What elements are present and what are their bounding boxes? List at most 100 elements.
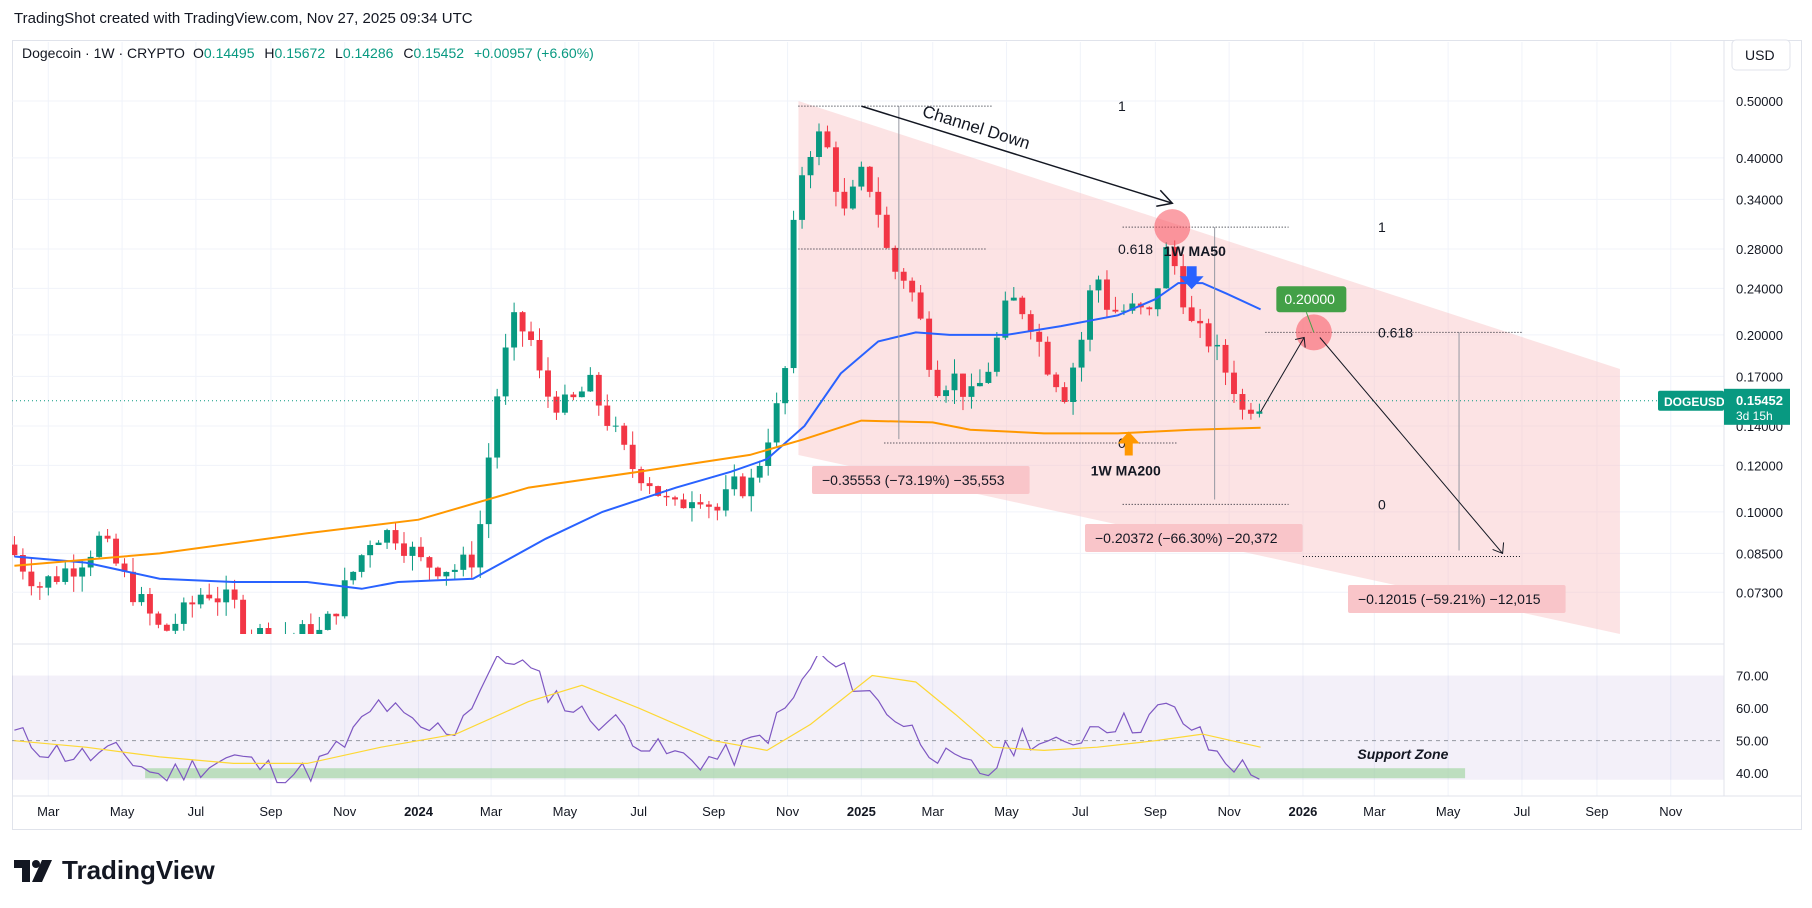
fib2-label-618: 0.618: [1118, 241, 1153, 257]
candle-body: [45, 576, 52, 588]
candle-body: [1239, 394, 1246, 410]
candle-body: [917, 292, 924, 319]
candle-body: [816, 131, 822, 157]
currency-label: USD: [1745, 47, 1775, 63]
target-badge: [1276, 286, 1347, 313]
rsi-line: [14, 656, 1260, 784]
channel-down-band: [798, 100, 1620, 634]
candle-body: [1256, 411, 1263, 414]
time-tick-label: Nov: [776, 804, 800, 819]
candle-body: [62, 568, 69, 582]
candle-body: [443, 571, 450, 577]
candle-body: [477, 524, 484, 568]
ohlc-readout: O0.14495 H0.15672 L0.14286 C0.15452 +0.0…: [193, 45, 594, 61]
candle-body: [1120, 310, 1127, 312]
candle-body: [926, 318, 933, 370]
candle-body: [70, 568, 77, 577]
time-tick-label: Sep: [702, 804, 725, 819]
channel-arrow-line: [861, 105, 1173, 204]
candle-body: [1112, 309, 1119, 312]
candle-body: [214, 598, 221, 603]
candle-body: [756, 465, 763, 478]
candle-body: [841, 191, 848, 209]
channel-down-label: Channel Down: [920, 102, 1032, 153]
candle-body: [1222, 344, 1229, 373]
measure-drop3-box: [1348, 585, 1566, 613]
candle-body: [824, 131, 831, 148]
candle-body: [1197, 320, 1204, 324]
time-tick-label: Jul: [1514, 804, 1531, 819]
projection-down-head: [1492, 542, 1505, 555]
ma200-label: 1W MA200: [1091, 463, 1161, 479]
candle-body: [570, 394, 577, 398]
candle-body: [960, 373, 966, 397]
candle-body: [451, 569, 458, 572]
symbol-badge: [1658, 390, 1724, 411]
candle-body: [985, 371, 992, 383]
candle-body: [561, 394, 568, 413]
price-tick-label: 0.24000: [1736, 281, 1783, 296]
candle-body: [705, 504, 712, 507]
fib1-label-1: 1: [1118, 98, 1126, 114]
support-zone-band: [145, 768, 1466, 779]
currency-selector[interactable]: [1731, 39, 1791, 71]
candle-body: [976, 382, 983, 387]
price-tick-label: 0.40000: [1736, 151, 1783, 166]
candle-body: [655, 486, 662, 496]
price-tick-label: 0.07300: [1736, 585, 1783, 600]
candle-body: [765, 442, 772, 466]
candle-body: [19, 555, 26, 572]
measure-drop1-box: [812, 466, 1030, 494]
candle-body: [1095, 279, 1102, 291]
candle-body: [553, 396, 560, 413]
header-attribution: TradingShot created with TradingView.com…: [14, 10, 473, 27]
candle-body: [87, 556, 94, 568]
time-tick-label: Mar: [1363, 804, 1386, 819]
fib2-label-1: 1: [1378, 219, 1386, 235]
candle-body: [587, 374, 594, 392]
rsi-band: [12, 675, 1724, 780]
candle-body: [1019, 297, 1026, 315]
tradingview-logo[interactable]: TradingView: [14, 855, 215, 886]
candle-body: [324, 613, 331, 630]
candle-body: [12, 544, 18, 556]
price-tick-label: 0.50000: [1736, 94, 1783, 109]
price-tick-label: 0.28000: [1736, 242, 1783, 257]
candle-body: [1036, 331, 1043, 342]
candle-body: [265, 628, 272, 634]
candle-body: [367, 545, 374, 556]
candle-body: [1053, 374, 1060, 388]
candle-body: [28, 571, 35, 587]
price-tick-label: 0.20000: [1736, 328, 1783, 343]
rsi-tick-label: 60.00: [1736, 701, 1769, 716]
chart-title: Dogecoin · 1W · CRYPTO: [22, 45, 185, 61]
time-tick-label: Jul: [630, 804, 647, 819]
fib2-label-0: 0: [1378, 496, 1386, 512]
channel-arrow-head: [1156, 189, 1174, 207]
candle-body: [485, 457, 492, 525]
candle-body: [1070, 367, 1077, 402]
candle-body: [943, 390, 950, 397]
ma50-arrow-icon: [1179, 266, 1204, 290]
candle-body: [578, 391, 585, 398]
price-tick-label: 0.10000: [1736, 505, 1783, 520]
candle-body: [790, 219, 797, 369]
candle-body: [1010, 297, 1017, 301]
price-tick-label: 0.34000: [1736, 192, 1783, 207]
candle-body: [892, 247, 899, 272]
time-tick-label: Jul: [188, 804, 205, 819]
candle-body: [612, 425, 619, 427]
candle-body: [731, 476, 738, 490]
candle-body: [511, 312, 518, 348]
price-tick-label: 0.17000: [1736, 369, 1783, 384]
candle-body: [714, 506, 721, 511]
time-tick-label: Mar: [922, 804, 945, 819]
candle-body: [773, 403, 780, 443]
candle-body: [468, 554, 475, 568]
top-rejection-circle: [1154, 209, 1191, 246]
measure-drop2-box: [1085, 524, 1303, 552]
candle-body: [460, 554, 467, 570]
price-tick-label: 0.12000: [1736, 458, 1783, 473]
candle-body: [909, 280, 916, 293]
